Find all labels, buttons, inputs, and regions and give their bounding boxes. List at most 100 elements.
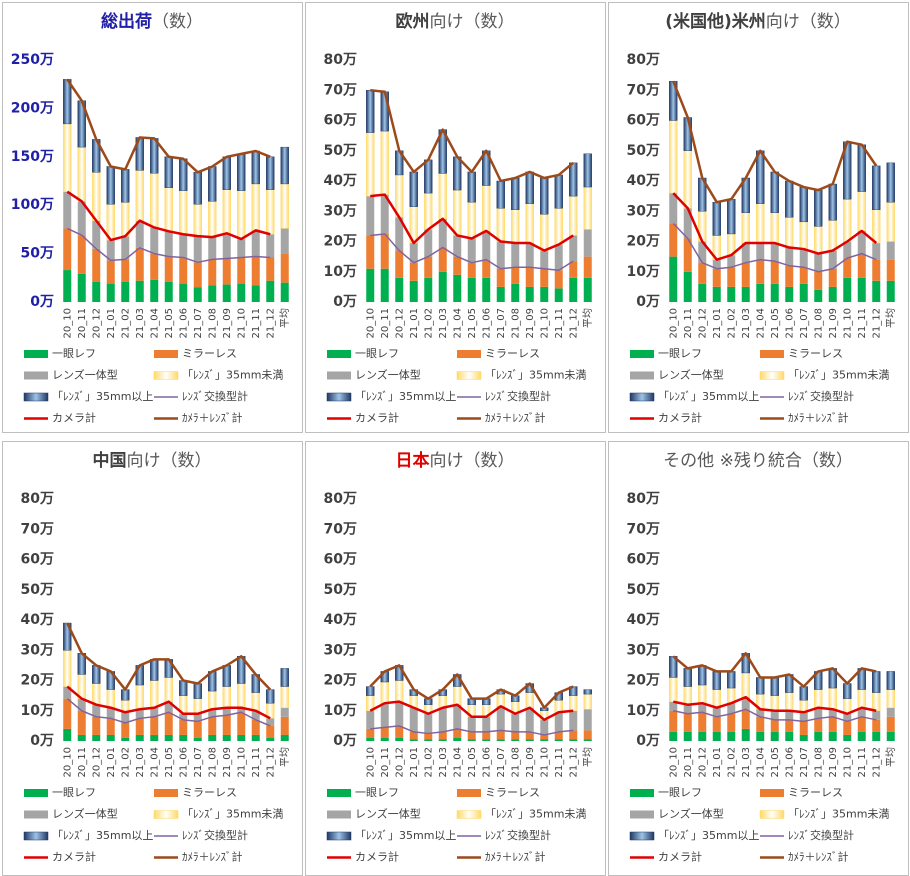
bar-segment — [63, 686, 72, 699]
y-tick-label: 10万 — [324, 264, 357, 280]
y-tick-label: 60万 — [324, 552, 357, 568]
panel — [608, 441, 909, 876]
bar-segment — [756, 150, 765, 204]
bar-segment — [453, 156, 462, 191]
bar-segment — [857, 191, 866, 232]
bar-segment — [395, 277, 404, 302]
bar-segment — [193, 236, 202, 263]
bar-segment — [814, 289, 823, 302]
x-tick-label: 21_04 — [149, 747, 160, 777]
bar-segment — [683, 686, 692, 705]
legend-label: ｶﾒﾗ＋ﾚﾝｽﾞ計 — [182, 850, 243, 864]
bar-segment — [872, 209, 881, 244]
bar-segment — [770, 710, 779, 720]
x-tick-label: 21_10 — [539, 747, 550, 777]
panel — [2, 441, 303, 876]
x-tick-label: 20_11 — [683, 747, 694, 777]
bar-segment — [366, 686, 375, 696]
bar-segment — [583, 693, 592, 710]
bar-segment — [237, 707, 246, 713]
bar-segment — [770, 171, 779, 213]
bar-segment — [208, 285, 217, 302]
bar-segment — [669, 701, 678, 711]
bar-segment — [799, 221, 808, 250]
bar-segment — [366, 268, 375, 302]
x-tick-label: 20_12 — [697, 747, 708, 777]
bar-segment — [92, 220, 101, 249]
bar-segment — [467, 716, 476, 732]
bar-segment — [280, 707, 289, 717]
x-tick-label: 21_04 — [149, 308, 160, 338]
y-tick-label: 40万 — [627, 173, 660, 189]
bar-segment — [756, 709, 765, 717]
x-tick-label: 20_11 — [380, 747, 391, 777]
bar-segment — [266, 725, 275, 738]
bar-segment — [712, 201, 721, 236]
bar-segment — [814, 189, 823, 227]
bar-segment — [828, 268, 837, 287]
line-series — [66, 622, 272, 691]
bar-segment — [799, 249, 808, 268]
y-tick-label: 40万 — [627, 612, 660, 628]
bar-segment — [554, 699, 563, 713]
x-tick-label: 21_11 — [251, 308, 262, 338]
bar-segment — [92, 281, 101, 302]
bar-segment — [496, 286, 505, 302]
y-tick-label: 60万 — [627, 552, 660, 568]
x-tick-label: 21_11 — [857, 747, 868, 777]
legend-swatch — [457, 350, 481, 358]
bar-segment — [872, 259, 881, 281]
bar-segment — [179, 158, 188, 191]
bar-segment — [395, 737, 404, 741]
x-tick-label: 21_02 — [120, 308, 131, 338]
bar-segment — [380, 737, 389, 741]
bar-segment — [208, 166, 217, 202]
bar-segment — [179, 713, 188, 720]
line-series — [370, 725, 574, 736]
bar-segment — [424, 229, 433, 257]
x-tick-label: 21_11 — [857, 308, 868, 338]
x-tick-label: 21_09 — [222, 308, 233, 338]
y-tick-label: 0万 — [30, 294, 54, 310]
bar-segment — [266, 257, 275, 281]
bar-segment — [453, 704, 462, 729]
legend-label: 一眼レフ — [355, 786, 399, 799]
bar-segment — [150, 716, 159, 735]
x-tick-label: 20_10 — [365, 308, 376, 338]
y-tick-label: 50万 — [324, 582, 357, 598]
y-tick-label: 10万 — [627, 264, 660, 280]
bar-segment — [424, 192, 433, 230]
x-tick-label: 20_10 — [668, 747, 679, 777]
title-part: 日本 — [396, 450, 430, 471]
bar-segment — [785, 217, 794, 248]
bar-segment — [193, 737, 202, 741]
bar-segment — [554, 174, 563, 209]
x-tick-label: 21_07 — [799, 747, 810, 777]
bar-segment — [569, 162, 578, 197]
bar-segment — [237, 257, 246, 284]
x-tick-label: 21_12 — [871, 308, 882, 338]
bar-segment — [77, 201, 86, 236]
y-tick-label: 60万 — [627, 113, 660, 129]
bar-segment — [150, 734, 159, 741]
bar-segment — [511, 731, 520, 740]
y-tick-label: 0万 — [333, 294, 357, 310]
x-tick-label: 21_05 — [467, 308, 478, 338]
legend-label: 「ﾚﾝｽﾞ」35mm以上 — [52, 829, 153, 842]
bar-segment — [222, 156, 231, 190]
legend-swatch — [760, 789, 784, 797]
legend-swatch — [23, 831, 49, 841]
y-tick-label: 50万 — [21, 582, 54, 598]
bar-segment — [63, 79, 72, 125]
x-tick-label: 平均 — [279, 747, 291, 767]
bar-segment — [770, 243, 779, 262]
bar-segment — [712, 716, 721, 732]
bar-segment — [857, 277, 866, 302]
legend-label: 「ﾚﾝｽﾞ」35mm未満 — [788, 808, 889, 821]
x-tick-label: 21_01 — [106, 308, 117, 338]
x-tick-label: 21_10 — [236, 747, 247, 777]
line-series — [370, 193, 574, 252]
bar-segment — [266, 280, 275, 302]
bar-segment — [179, 283, 188, 302]
bar-segment — [799, 267, 808, 284]
